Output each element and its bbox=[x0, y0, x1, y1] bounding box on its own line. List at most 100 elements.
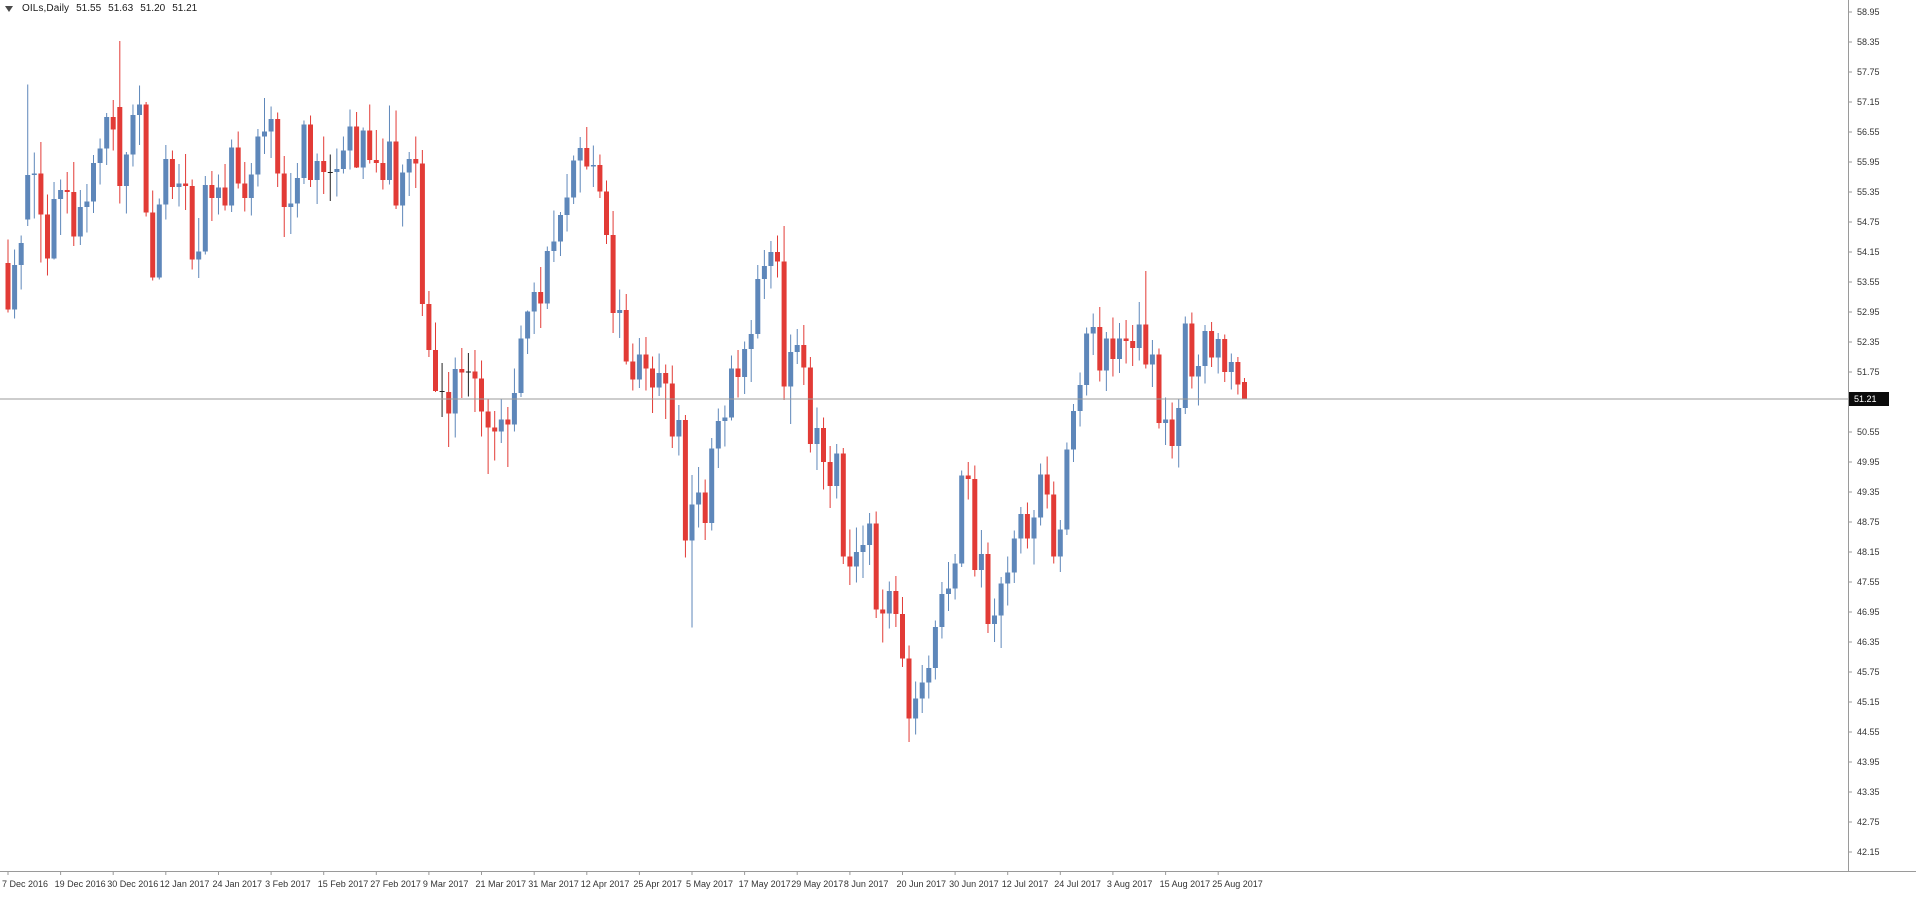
time-axis-label: 15 Feb 2017 bbox=[318, 879, 369, 889]
candle-body bbox=[775, 252, 780, 262]
candle-body bbox=[294, 178, 300, 204]
time-axis-label: 25 Apr 2017 bbox=[633, 879, 682, 889]
candle-body bbox=[143, 104, 149, 213]
candle-body bbox=[58, 190, 64, 199]
price-axis-label: 51.75 bbox=[1857, 367, 1880, 377]
time-axis-label: 29 May 2017 bbox=[791, 879, 843, 889]
candle-body bbox=[91, 163, 96, 202]
time-axis-label: 27 Feb 2017 bbox=[370, 879, 421, 889]
candle-body bbox=[511, 393, 517, 425]
candle-body bbox=[853, 552, 859, 567]
candle-body bbox=[242, 183, 248, 198]
candle-body bbox=[12, 265, 18, 310]
price-axis-label: 52.95 bbox=[1857, 307, 1880, 317]
time-axis-label: 12 Jul 2017 bbox=[1002, 879, 1049, 889]
candle-body bbox=[97, 148, 103, 163]
time-axis-label: 12 Jan 2017 bbox=[160, 879, 210, 889]
candle-body bbox=[31, 173, 37, 175]
price-axis-label: 50.55 bbox=[1857, 427, 1880, 437]
candle-body bbox=[597, 165, 603, 192]
candle-body bbox=[262, 131, 267, 137]
candle-body bbox=[255, 136, 261, 175]
candle-body bbox=[939, 594, 945, 627]
one-click-trading-arrow-icon[interactable] bbox=[5, 5, 13, 12]
candle-body bbox=[1031, 517, 1037, 539]
candle-body bbox=[327, 172, 333, 173]
candle-body bbox=[689, 504, 695, 541]
candle-body bbox=[978, 554, 984, 570]
candle-body bbox=[577, 148, 583, 161]
candle-body bbox=[1163, 419, 1169, 423]
price-axis[interactable]: 58.95 58.35 57.75 57.15 56.55 55.95 55.35 54.75… bbox=[1848, 0, 1916, 871]
price-axis-label: 54.75 bbox=[1857, 217, 1880, 227]
candle-body bbox=[64, 190, 70, 192]
candle-body bbox=[781, 261, 787, 387]
candle-body bbox=[827, 462, 833, 486]
time-axis-label: 30 Jun 2017 bbox=[949, 879, 999, 889]
candle-body bbox=[439, 391, 445, 392]
candle-body bbox=[229, 147, 235, 206]
candle-body bbox=[84, 201, 90, 207]
candle-body bbox=[314, 161, 320, 180]
candle-body bbox=[663, 373, 669, 384]
candle-body bbox=[1123, 338, 1129, 341]
price-axis-label: 47.55 bbox=[1857, 577, 1880, 587]
candle-body bbox=[558, 215, 563, 242]
candle-body bbox=[183, 183, 189, 186]
candle-body bbox=[1044, 474, 1050, 495]
time-axis-label: 20 Jun 2017 bbox=[897, 879, 947, 889]
candle-body bbox=[893, 591, 899, 614]
candle-body bbox=[656, 373, 662, 388]
candle-body bbox=[946, 588, 951, 594]
candle-body bbox=[544, 251, 550, 304]
candle-body bbox=[840, 453, 846, 557]
candle-body bbox=[643, 354, 649, 369]
time-axis-label: 19 Dec 2016 bbox=[55, 879, 106, 889]
candle-body bbox=[110, 117, 116, 130]
candle-body bbox=[1051, 494, 1057, 557]
candle-body bbox=[630, 361, 636, 380]
candle-body bbox=[1215, 339, 1221, 358]
candle-body bbox=[926, 668, 932, 683]
candle-body bbox=[1130, 341, 1136, 348]
candle-body bbox=[137, 104, 142, 115]
candle-body bbox=[1169, 419, 1175, 446]
candle-body bbox=[880, 609, 886, 614]
candle-body bbox=[321, 161, 327, 172]
price-axis-label: 57.75 bbox=[1857, 67, 1880, 77]
candle-body bbox=[117, 107, 123, 186]
candle-body bbox=[807, 367, 813, 444]
candle-body bbox=[932, 627, 938, 668]
candle-body bbox=[130, 115, 136, 155]
candle-body bbox=[51, 199, 57, 259]
candle-body bbox=[1011, 538, 1017, 573]
time-axis[interactable]: 7 Dec 2016 19 Dec 2016 30 Dec 2016 12 Jan 2… bbox=[0, 871, 1916, 897]
candle-body bbox=[873, 523, 879, 610]
candle-body bbox=[373, 160, 379, 163]
price-axis-label: 52.35 bbox=[1857, 337, 1880, 347]
candle-body bbox=[1071, 411, 1076, 450]
candle-body bbox=[1018, 514, 1024, 539]
candle-body bbox=[617, 310, 623, 313]
candle-body bbox=[1064, 449, 1070, 530]
candle-body bbox=[1176, 408, 1182, 446]
price-axis-label: 53.55 bbox=[1857, 277, 1880, 287]
candle-body bbox=[202, 185, 208, 252]
candle-body bbox=[742, 349, 748, 377]
candle-body bbox=[498, 419, 504, 432]
time-axis-label: 30 Dec 2016 bbox=[107, 879, 158, 889]
candle-body bbox=[406, 159, 412, 173]
price-axis-label: 58.95 bbox=[1857, 7, 1880, 17]
candle-body bbox=[18, 243, 24, 265]
price-axis-label: 43.95 bbox=[1857, 757, 1880, 767]
time-axis-label: 5 May 2017 bbox=[686, 879, 733, 889]
candle-body bbox=[301, 124, 307, 178]
candle-body bbox=[275, 119, 281, 174]
candle-body bbox=[1117, 338, 1122, 359]
candle-body bbox=[426, 304, 432, 350]
candle-body bbox=[334, 169, 340, 172]
candle-body bbox=[860, 545, 866, 552]
candle-body bbox=[847, 556, 853, 567]
